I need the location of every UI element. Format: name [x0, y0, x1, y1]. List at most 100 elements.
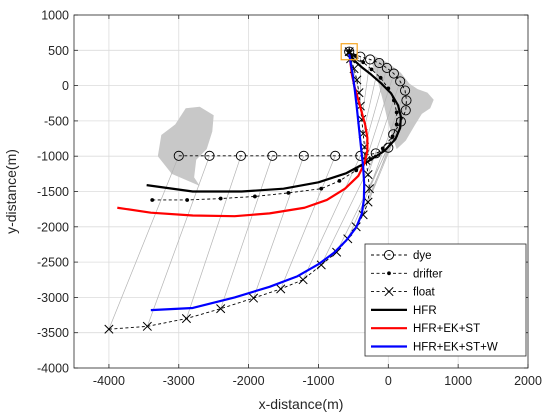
legend-marker-drifter: [387, 271, 391, 276]
point-dye: [401, 95, 412, 106]
legend-item-drifter: drifter: [371, 268, 443, 280]
legend-label-drifter: drifter: [413, 268, 443, 280]
point-float: [316, 260, 326, 270]
point-drifter: [337, 179, 342, 183]
legend-item-hfr-ek-st: HFR+EK+ST: [371, 323, 480, 335]
legend-item-dye: dye: [371, 249, 432, 262]
point-drifter: [378, 75, 383, 80]
series-line-hfr-ek-st: [117, 60, 369, 218]
release-star: [344, 46, 354, 56]
y-tick-label: 1000: [41, 9, 69, 23]
series-line-hfr-ek-st-w: [150, 53, 366, 312]
connector-line: [253, 155, 305, 299]
y-tick-label: -1500: [37, 185, 69, 199]
legend-item-float: float: [371, 287, 436, 299]
connector-line: [108, 155, 180, 330]
point-dye: [365, 54, 376, 65]
point-float: [181, 314, 192, 324]
point-drifter: [394, 122, 399, 127]
y-tick-label: -1000: [37, 150, 69, 164]
point-dye: [400, 105, 411, 116]
connector-line: [302, 155, 361, 280]
point-dye: [330, 150, 341, 161]
y-tick-label: -2000: [37, 220, 69, 234]
legend-label-dye: dye: [413, 250, 432, 262]
legend-label-hfr-ek-st-w: HFR+EK+ST+W: [413, 342, 498, 354]
x-tick-label: 1000: [444, 374, 472, 388]
point-float: [142, 321, 152, 331]
series-hfr-ek-st-w: [150, 53, 366, 312]
point-dye: [235, 150, 246, 161]
point-float: [276, 284, 286, 294]
point-dye: [381, 62, 392, 73]
point-drifter: [380, 146, 385, 151]
point-drifter: [150, 198, 155, 202]
point-float: [363, 197, 373, 207]
point-drifter: [185, 198, 190, 202]
release-box: [340, 43, 358, 61]
legend-box: [364, 243, 527, 357]
dye-patch-2: [372, 55, 434, 150]
y-tick-label: -500: [44, 114, 69, 128]
legend-item-hfr: HFR: [371, 305, 437, 317]
point-float: [216, 304, 226, 314]
connector-line: [220, 155, 273, 309]
point-dye: [267, 150, 278, 161]
point-dye: [388, 68, 399, 79]
point-dye: [298, 150, 309, 161]
point-drifter: [319, 186, 324, 191]
y-tick-label: 500: [48, 44, 69, 58]
legend-marker-dye: [383, 249, 395, 261]
point-float: [363, 170, 373, 180]
point-float: [364, 184, 375, 194]
connector-line: [280, 155, 336, 290]
x-tick-label: -4000: [93, 374, 125, 388]
point-drifter: [390, 134, 395, 139]
point-dye: [173, 150, 184, 161]
series-line-hfr: [146, 54, 402, 193]
point-drifter: [394, 110, 399, 115]
legend-marker-float: [384, 287, 394, 297]
legend: dye drifter float HFR HFR+EK+ST HFR+EK+ST+W: [364, 243, 527, 357]
dye-patches: [157, 55, 434, 186]
x-tick-label: 2000: [514, 374, 542, 388]
connector-line: [186, 155, 242, 319]
connector-line: [320, 153, 377, 266]
point-dye: [204, 150, 215, 161]
point-float: [248, 293, 259, 303]
legend-label-hfr-ek-st: HFR+EK+ST: [413, 323, 480, 335]
x-axis-label: x-distance(m): [259, 396, 344, 412]
y-axis-label: y-distance(m): [3, 149, 19, 234]
legend-label-float: float: [413, 287, 436, 299]
y-tick-label: -3500: [37, 326, 69, 340]
point-drifter: [361, 60, 366, 65]
connector-line: [364, 67, 388, 148]
point-float: [104, 324, 114, 334]
point-float: [332, 247, 342, 257]
y-tick-label: -3000: [37, 291, 69, 305]
connector-line: [147, 155, 210, 327]
x-tick-label: -1000: [302, 374, 334, 388]
point-dye: [395, 76, 406, 87]
point-drifter: [218, 196, 223, 201]
release-marker: [340, 43, 358, 61]
y-tick-label: 0: [62, 79, 69, 93]
point-drifter: [286, 191, 291, 195]
series: [104, 46, 412, 334]
point-drifter: [369, 67, 374, 72]
legend-label-hfr: HFR: [413, 305, 437, 317]
series-line-drifter: [152, 51, 398, 201]
x-tick-label: -2000: [233, 374, 265, 388]
dye-patch-1: [157, 106, 214, 186]
point-float: [298, 275, 308, 285]
y-tick-label: -2500: [37, 256, 69, 270]
connector-line: [362, 62, 380, 134]
x-tick-label: 0: [385, 374, 392, 388]
series-hfr-ek-st: [117, 60, 369, 218]
axis-ticks: -4000 -3000 -2000 -1000 0 1000 2000 -4000 -3500 -…: [37, 9, 542, 389]
point-dye: [400, 85, 411, 96]
point-dye: [374, 57, 385, 69]
connector-line: [362, 110, 407, 215]
